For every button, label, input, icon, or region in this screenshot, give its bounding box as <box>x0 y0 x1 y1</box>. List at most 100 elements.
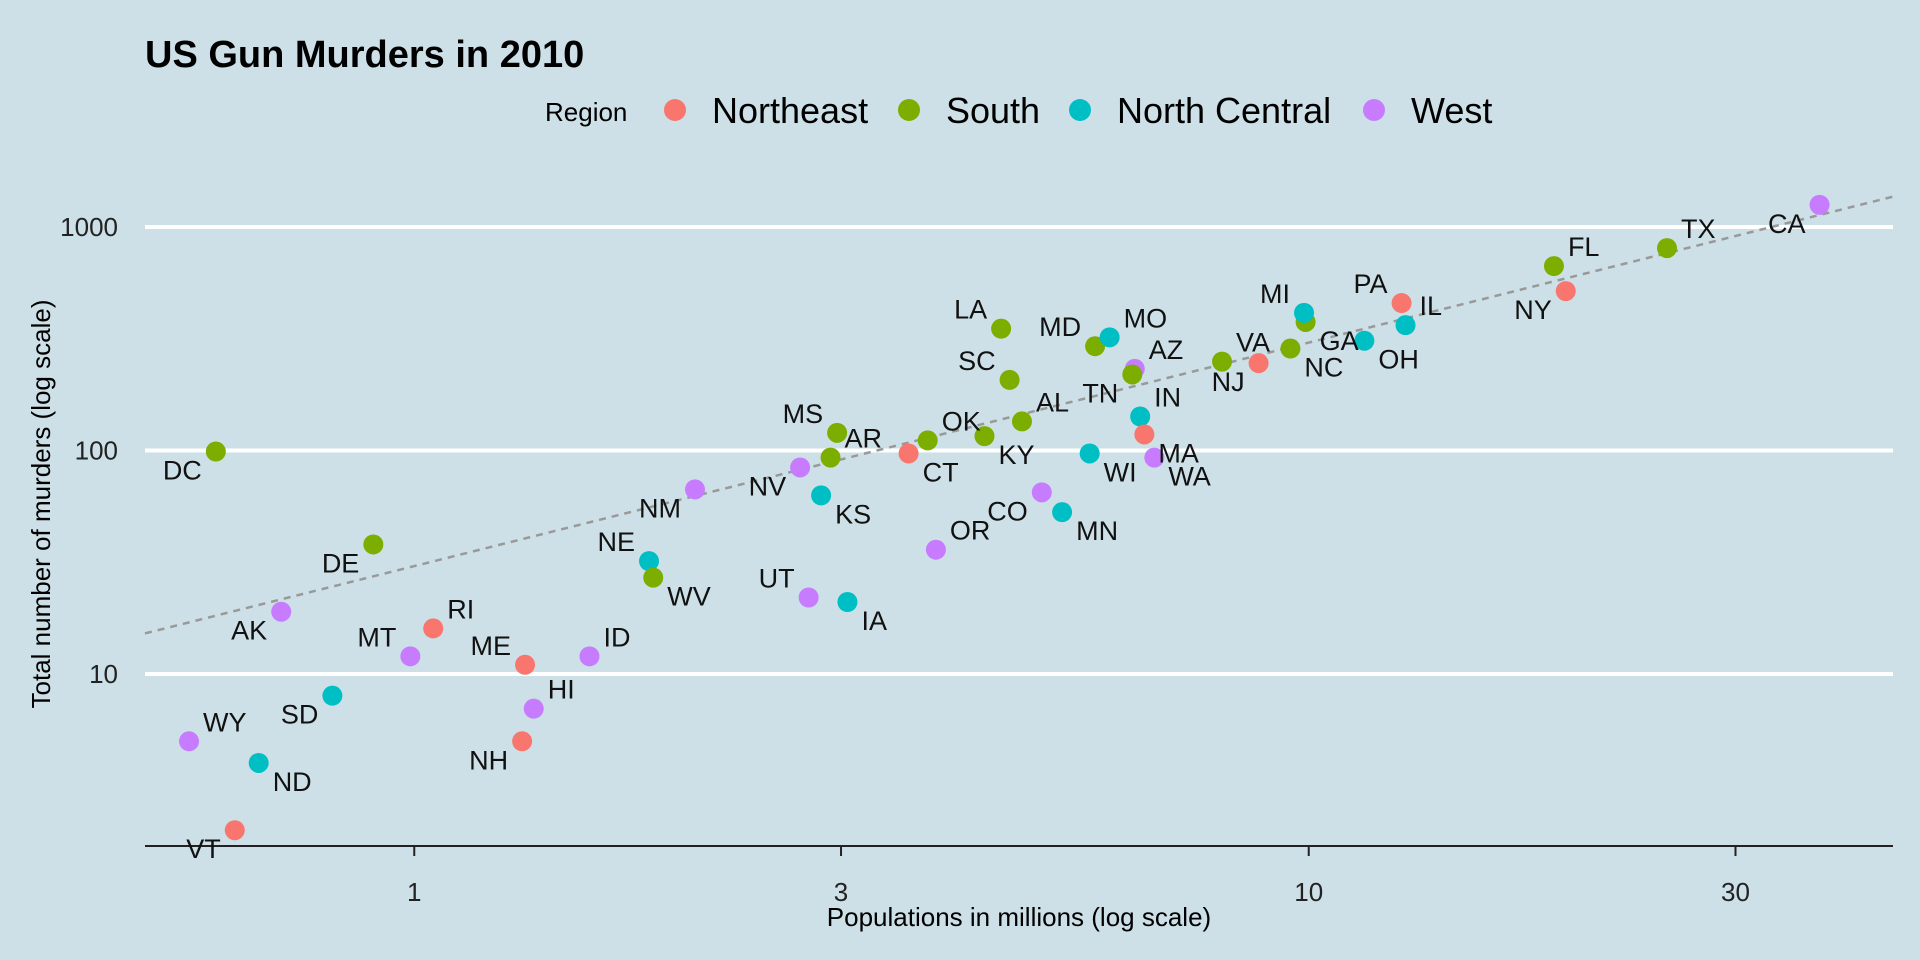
legend-label-north-central: North Central <box>1117 90 1331 131</box>
point-ca <box>1809 194 1830 215</box>
point-label-nd: ND <box>273 767 312 797</box>
point-label-id: ID <box>603 622 630 652</box>
point-mo <box>1099 327 1120 348</box>
gridlines <box>145 225 1893 677</box>
point-label-oh: OH <box>1378 345 1419 375</box>
point-label-mn: MN <box>1076 516 1118 546</box>
point-sc <box>999 369 1020 390</box>
y-tick-label-10: 10 <box>89 659 118 689</box>
point-il <box>1395 315 1416 336</box>
point-label-or: OR <box>950 516 991 546</box>
point-label-tn: TN <box>1082 378 1118 408</box>
point-label-de: DE <box>322 548 360 578</box>
point-hi <box>523 698 544 719</box>
point-label-ar: AR <box>845 424 883 454</box>
point-md <box>1085 336 1106 357</box>
point-nc <box>1280 338 1301 359</box>
point-mi <box>1294 302 1315 323</box>
x-tick-label-30: 30 <box>1721 877 1750 907</box>
point-label-hi: HI <box>548 675 575 705</box>
point-label-sc: SC <box>958 346 996 376</box>
point-label-ma: MA <box>1158 438 1199 468</box>
point-ms <box>827 422 848 443</box>
point-ky <box>974 426 995 447</box>
point-la <box>991 318 1012 339</box>
point-label-dc: DC <box>163 456 202 486</box>
point-label-va: VA <box>1236 328 1270 358</box>
point-nj <box>1248 353 1269 374</box>
chart-title: US Gun Murders in 2010 <box>145 34 584 76</box>
point-label-ut: UT <box>759 563 795 593</box>
point-label-wa: WA <box>1168 462 1211 492</box>
point-label-pa: PA <box>1354 269 1388 299</box>
legend-label-south: South <box>946 90 1040 131</box>
point-me <box>515 654 536 675</box>
point-label-ia: IA <box>861 606 887 636</box>
y-tick-label-100: 100 <box>75 436 118 466</box>
point-label-ca: CA <box>1768 209 1806 239</box>
point-label-ne: NE <box>597 527 635 557</box>
legend-swatch-north-central <box>1069 99 1091 121</box>
point-ne <box>639 551 660 572</box>
point-ri <box>423 618 444 639</box>
point-ma <box>1134 424 1155 445</box>
point-label-az: AZ <box>1149 335 1184 365</box>
point-label-nm: NM <box>639 493 681 523</box>
point-ks <box>811 485 832 506</box>
x-axis-title: Populations in millions (log scale) <box>827 902 1211 932</box>
point-dc <box>205 441 226 462</box>
point-label-ri: RI <box>447 594 474 624</box>
point-label-mi: MI <box>1260 279 1290 309</box>
legend-swatch-northeast <box>664 99 686 121</box>
point-label-vt: VT <box>186 834 221 864</box>
point-label-ky: KY <box>998 440 1034 470</box>
point-wi <box>1079 443 1100 464</box>
point-ok <box>917 430 938 451</box>
x-tick-label-1: 1 <box>407 877 421 907</box>
point-label-nj: NJ <box>1212 367 1245 397</box>
y-axis-title: Total number of murders (log scale) <box>26 300 56 709</box>
point-label-la: LA <box>954 295 987 325</box>
point-ak <box>271 601 292 622</box>
point-label-wy: WY <box>203 707 247 737</box>
point-de <box>363 534 384 555</box>
y-axis-ticks: 10 100 1000 <box>60 212 118 689</box>
point-pa <box>1391 293 1412 314</box>
point-label-ga: GA <box>1320 326 1359 356</box>
point-labels: AL AK AZ AR CA CO CT DE DC FL GA HI ID IL IN IA KS KY LA ME… <box>163 209 1806 864</box>
point-nd <box>248 752 269 773</box>
point-label-fl: FL <box>1568 232 1600 262</box>
point-label-sd: SD <box>281 700 319 730</box>
point-label-ny: NY <box>1514 295 1552 325</box>
point-label-mo: MO <box>1124 303 1168 333</box>
point-label-in: IN <box>1154 382 1181 412</box>
point-label-md: MD <box>1039 312 1081 342</box>
point-label-il: IL <box>1420 291 1443 321</box>
point-label-ks: KS <box>835 499 871 529</box>
point-label-nh: NH <box>469 745 508 775</box>
point-label-wv: WV <box>667 582 711 612</box>
point-ia <box>837 592 858 613</box>
point-ut <box>798 587 819 608</box>
point-label-tx: TX <box>1681 214 1716 244</box>
point-mn <box>1052 502 1073 523</box>
point-wv <box>643 567 664 588</box>
point-in <box>1130 406 1151 427</box>
point-label-al: AL <box>1036 387 1069 417</box>
data-points <box>179 194 1830 841</box>
x-tick-label-10: 10 <box>1294 877 1323 907</box>
point-fl <box>1543 256 1564 277</box>
point-nv <box>790 457 811 478</box>
point-label-co: CO <box>987 496 1028 526</box>
point-label-ms: MS <box>783 399 824 429</box>
point-or <box>925 539 946 560</box>
point-label-ak: AK <box>231 616 267 646</box>
point-label-ct: CT <box>923 457 959 487</box>
point-al <box>1011 411 1032 432</box>
legend-title: Region <box>545 97 627 127</box>
point-co <box>1031 482 1052 503</box>
x-axis-ticks: 1 3 10 30 <box>407 846 1750 907</box>
point-vt <box>224 820 245 841</box>
legend-swatch-west <box>1363 99 1385 121</box>
